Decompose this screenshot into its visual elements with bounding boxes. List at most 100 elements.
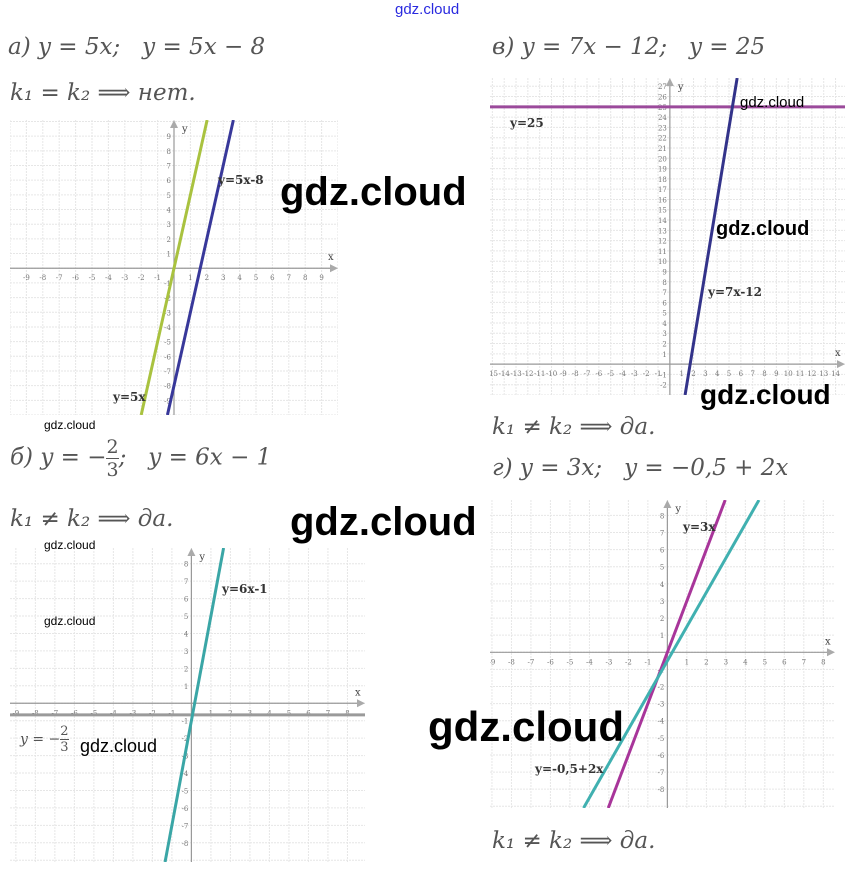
- x-tick-label: -9: [560, 370, 567, 378]
- header-link[interactable]: gdz.cloud: [395, 1, 460, 18]
- x-axis-label: x: [825, 636, 831, 647]
- x-tick-label: 3: [248, 709, 252, 717]
- y-tick-label: 23: [658, 124, 667, 132]
- y-tick-label: 3: [662, 330, 666, 338]
- x-tick-label: 2: [205, 274, 209, 282]
- x-tick-label: 10: [784, 370, 793, 378]
- x-tick-label: 1: [679, 370, 683, 378]
- y-tick-label: -1: [182, 718, 189, 726]
- y-tick-label: 17: [658, 186, 667, 194]
- y-tick-label: 4: [184, 630, 189, 638]
- problem-a-answer: k₁ = k₂ ⟹ нет.: [10, 80, 196, 106]
- x-tick-label: -6: [595, 370, 602, 378]
- plot-area: xy-9-8-7-6-5-4-3-2-112345678-8-7-6-5-4-3…: [10, 548, 365, 862]
- x-tick-label: 2: [228, 709, 232, 717]
- y-axis-arrow: [187, 548, 196, 556]
- watermark: gdz.cloud: [44, 538, 96, 552]
- y-tick-label: -6: [658, 752, 665, 760]
- x-tick-label: 5: [254, 274, 258, 282]
- watermark: gdz.cloud: [44, 418, 96, 432]
- plot-area: xy-9-8-7-6-5-4-3-2-112345678-8-7-6-5-4-3…: [490, 500, 835, 808]
- y-tick-label: -1: [164, 280, 171, 288]
- x-tick-label: 9: [774, 370, 778, 378]
- y-tick-label: 6: [662, 299, 667, 307]
- y-tick-label: 3: [184, 648, 188, 656]
- numerator: 2: [106, 436, 119, 459]
- series-label: y=-0,5+2x: [535, 762, 604, 776]
- x-tick-label: -5: [89, 274, 96, 282]
- y-tick-label: -3: [658, 701, 665, 709]
- x-tick-label: 7: [287, 274, 291, 282]
- y-tick-label: 26: [658, 94, 667, 102]
- problem-v-answer: k₁ ≠ k₂ ⟹ да.: [492, 414, 656, 440]
- y-tick-label: -1: [660, 371, 667, 379]
- x-tick-label: -10: [546, 370, 557, 378]
- y-tick-label: -7: [658, 769, 665, 777]
- y-tick-label: 1: [662, 351, 666, 359]
- y-tick-label: 7: [660, 530, 664, 538]
- y-tick-label: 8: [184, 561, 188, 569]
- y-tick-label: 4: [660, 581, 665, 589]
- y-tick-label: 9: [662, 268, 666, 276]
- x-tick-label: -3: [605, 658, 612, 666]
- x-tick-label: 1: [188, 274, 192, 282]
- x-axis-label: x: [355, 687, 361, 698]
- y-tick-label: 2: [167, 236, 171, 244]
- y-axis-arrow: [665, 78, 674, 86]
- numerator: 2: [60, 724, 69, 740]
- series-line: [139, 120, 209, 415]
- y-tick-label: 4: [662, 320, 667, 328]
- x-tick-label: -15: [490, 370, 498, 378]
- y-tick-label: -5: [164, 339, 171, 347]
- x-tick-label: -6: [72, 274, 79, 282]
- x-axis-arrow: [330, 264, 338, 273]
- x-axis-label: x: [328, 252, 334, 263]
- y-tick-label: 6: [184, 596, 189, 604]
- x-axis-arrow: [837, 360, 845, 369]
- x-tick-label: -7: [56, 274, 63, 282]
- series-line: [582, 500, 761, 808]
- x-tick-label: -4: [586, 658, 593, 666]
- y-tick-label: 9: [167, 133, 171, 141]
- y-tick-label: 16: [658, 196, 667, 204]
- x-tick-label: -3: [121, 274, 128, 282]
- x-tick-label: -8: [39, 274, 46, 282]
- watermark: gdz.cloud: [280, 170, 467, 214]
- y-tick-label: 10: [658, 258, 667, 266]
- series-line: [165, 120, 235, 415]
- y-tick-label: 24: [658, 114, 667, 122]
- series-line: [683, 78, 739, 395]
- denominator: 3: [60, 740, 69, 755]
- x-tick-label: -9: [12, 709, 19, 717]
- y-tick-label: 11: [658, 248, 667, 256]
- y-tick-label: -8: [182, 840, 189, 848]
- problem-b-answer: k₁ ≠ k₂ ⟹ да.: [10, 506, 174, 532]
- y-tick-label: -8: [164, 383, 171, 391]
- y-tick-label: 5: [662, 310, 666, 318]
- x-tick-label: -13: [510, 370, 521, 378]
- watermark: gdz.cloud: [80, 736, 158, 756]
- y-tick-label: 2: [184, 665, 188, 673]
- x-tick-label: -2: [138, 274, 145, 282]
- problem-g-answer: k₁ ≠ k₂ ⟹ да.: [492, 828, 656, 854]
- x-axis-label: x: [835, 348, 841, 359]
- x-tick-label: 12: [807, 370, 816, 378]
- y-axis-label: y: [198, 552, 205, 563]
- x-tick-label: 1: [685, 658, 689, 666]
- series-line: [163, 548, 226, 862]
- chart-g: x y -9 -8 -7 -6 -5 -4 -3 -2 -1 1 2 3 4 5 6 7 8 -8 -7 -6 -5 -4 -3…: [490, 500, 835, 808]
- x-tick-label: 8: [303, 274, 307, 282]
- x-axis-arrow: [357, 699, 365, 708]
- y-tick-label: -3: [164, 309, 171, 317]
- y-tick-label: 13: [658, 227, 667, 235]
- x-tick-label: -8: [508, 658, 515, 666]
- y-tick-label: -7: [164, 368, 171, 376]
- x-tick-label: -8: [32, 709, 39, 717]
- watermark: gdz.cloud: [716, 218, 810, 240]
- x-tick-label: -3: [631, 370, 638, 378]
- y-tick-label: 4: [167, 207, 172, 215]
- y-tick-label: 5: [660, 564, 664, 572]
- x-tick-label: 3: [221, 274, 225, 282]
